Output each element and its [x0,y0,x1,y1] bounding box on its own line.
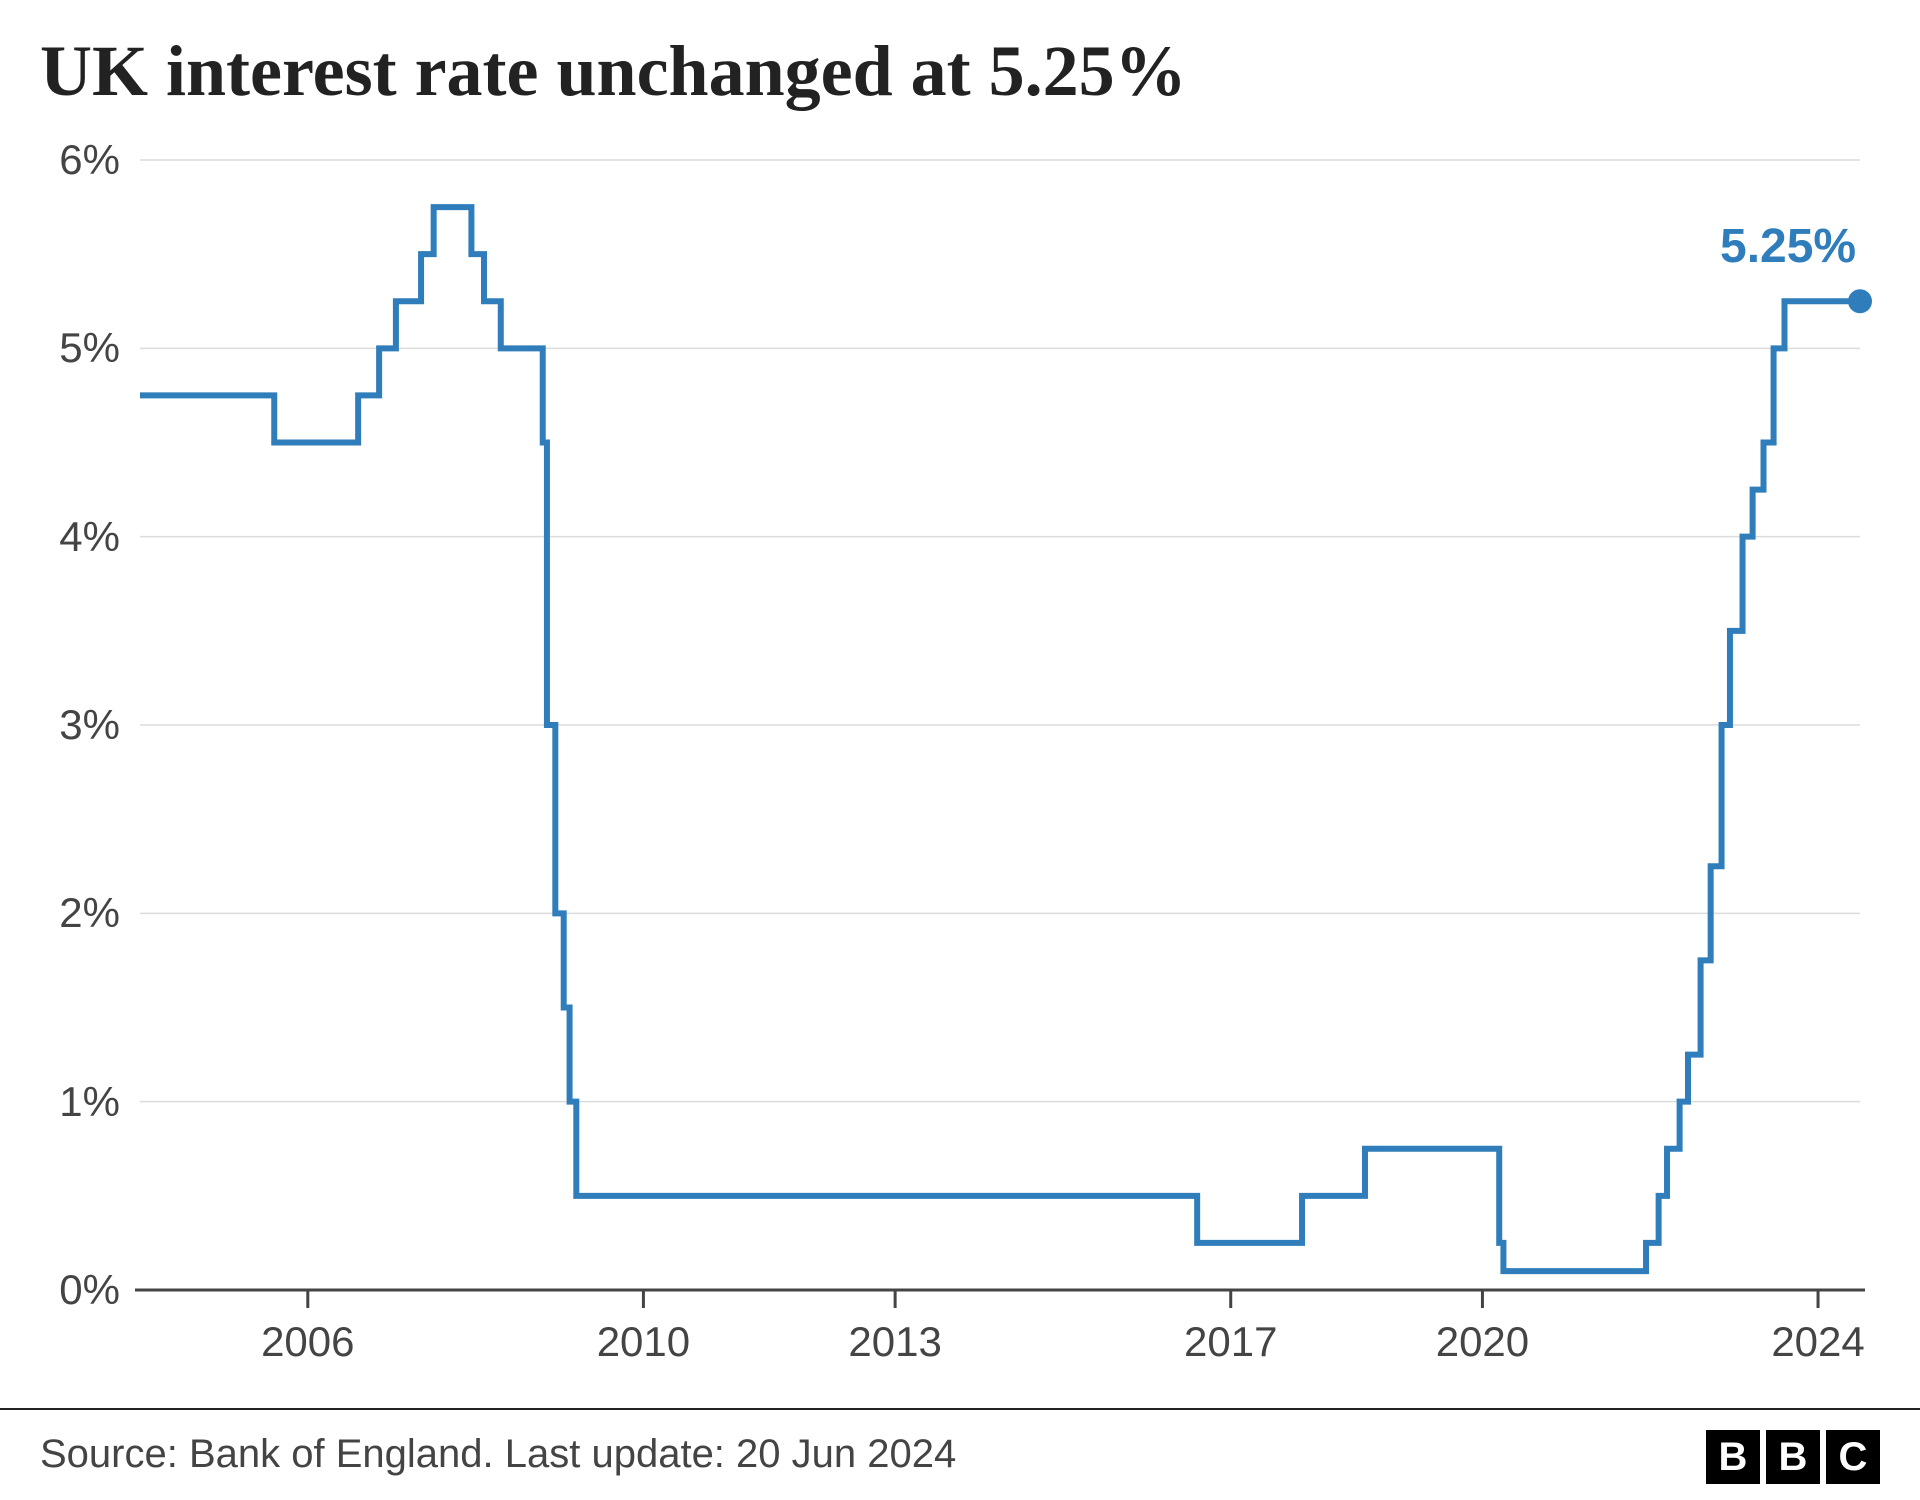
y-axis-label: 1% [0,1078,120,1126]
footer-source: Source: Bank of England. Last update: 20… [40,1432,956,1477]
x-axis-label: 2024 [1738,1318,1898,1366]
bbc-logo-letter: B [1766,1430,1820,1484]
y-axis-label: 5% [0,324,120,372]
y-axis-label: 2% [0,889,120,937]
chart-container: UK interest rate unchanged at 5.25% 0% 1%… [0,0,1920,1500]
end-value-label: 5.25% [1720,219,1856,274]
x-axis-label: 2020 [1402,1318,1562,1366]
y-axis-label: 0% [0,1266,120,1314]
bbc-logo: B B C [1706,1430,1880,1484]
bbc-logo-letter: B [1706,1430,1760,1484]
x-axis-label: 2006 [228,1318,388,1366]
x-axis-label: 2013 [815,1318,975,1366]
x-axis-label: 2010 [563,1318,723,1366]
footer: Source: Bank of England. Last update: 20… [0,1408,1920,1500]
y-axis-label: 6% [0,136,120,184]
chart-svg [0,150,1920,1400]
y-axis-label: 3% [0,701,120,749]
x-axis-label: 2017 [1151,1318,1311,1366]
y-axis-label: 4% [0,513,120,561]
bbc-logo-letter: C [1826,1430,1880,1484]
chart-area: 0%1%2%3%4%5%6%2006201020132017202020245.… [0,150,1920,1400]
chart-title: UK interest rate unchanged at 5.25% [40,30,1187,113]
